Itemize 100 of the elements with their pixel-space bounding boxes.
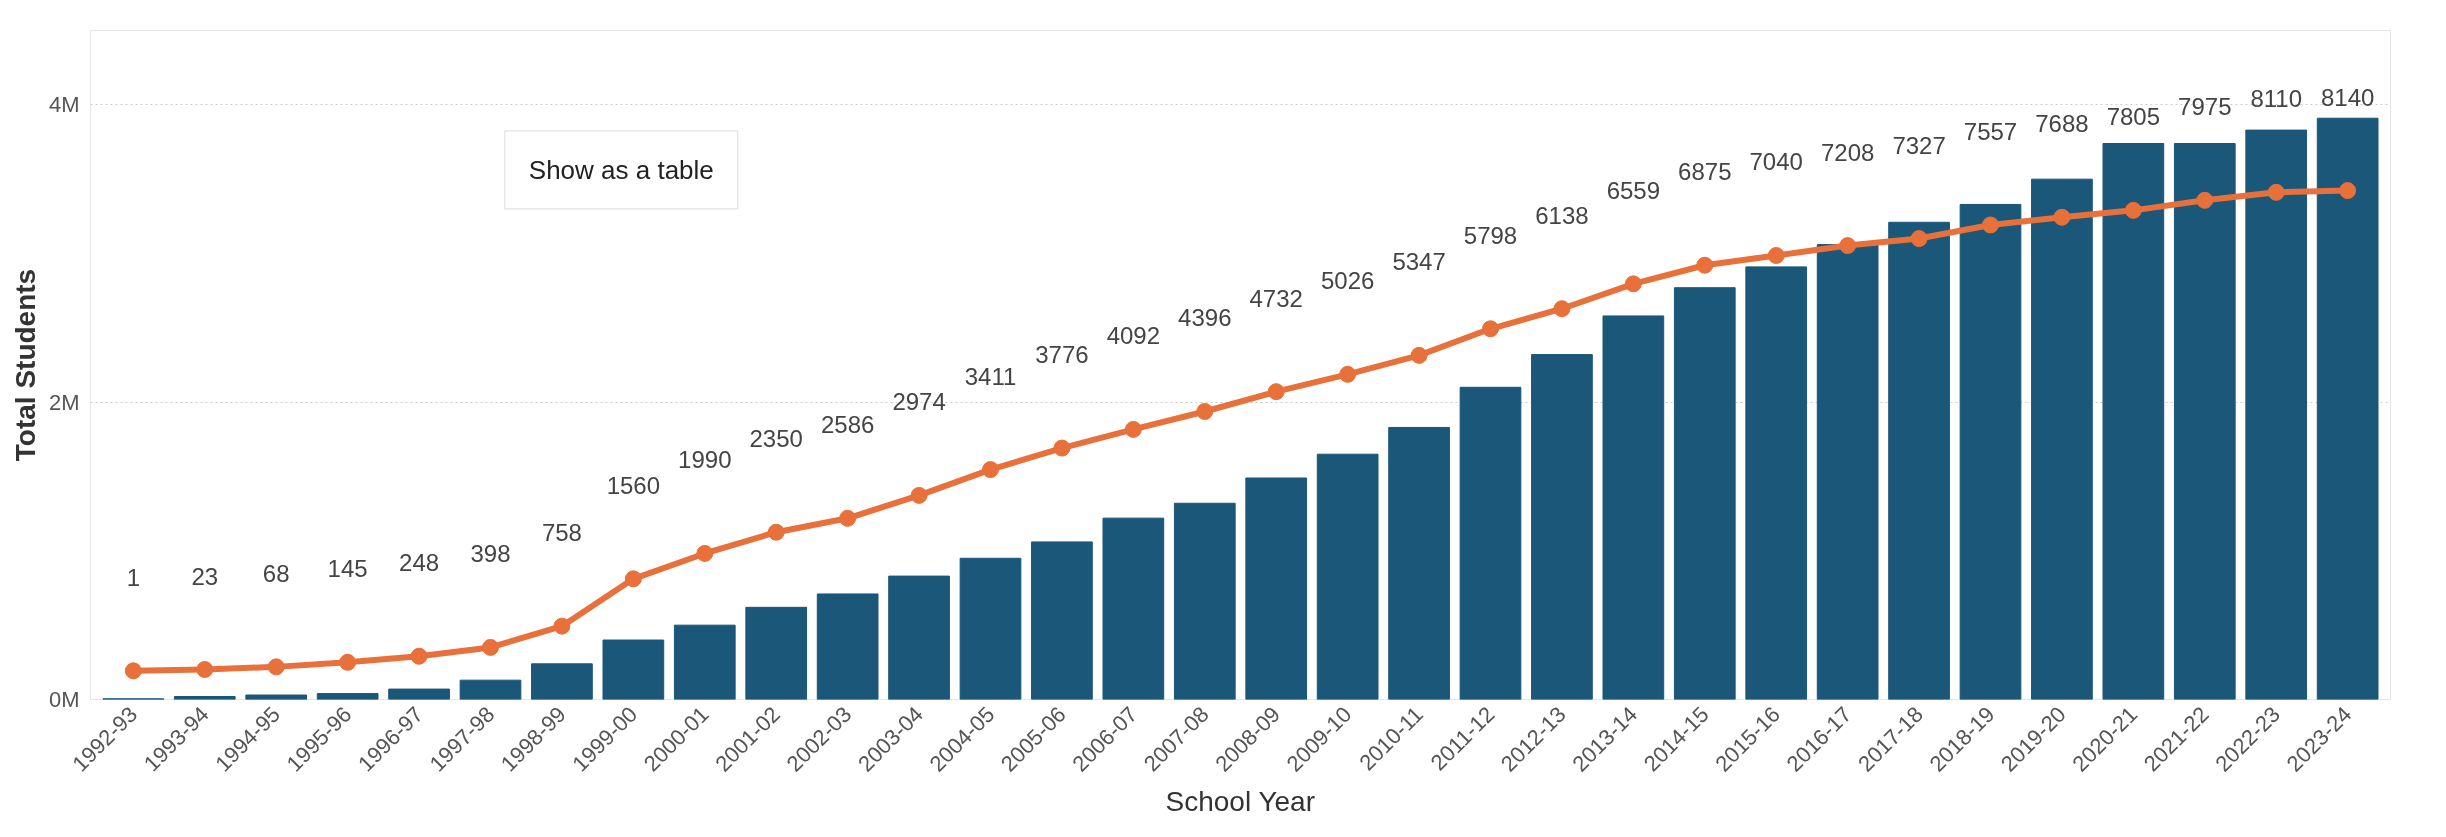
point: [1196, 403, 1214, 420]
bar: [1316, 453, 1379, 700]
bar: [1673, 287, 1736, 700]
bar: [2245, 129, 2308, 700]
data-label: 6875: [1678, 158, 1732, 186]
bar: [2102, 142, 2165, 700]
point: [2339, 182, 2357, 200]
bar: [531, 663, 593, 700]
bar: [2031, 178, 2093, 700]
point: [1839, 237, 1857, 255]
data-label: 7208: [1820, 138, 1875, 166]
bar: [1245, 477, 1308, 700]
point: [696, 544, 714, 562]
bar: [245, 694, 308, 700]
point: [2053, 208, 2071, 226]
data-label: 5026: [1320, 267, 1375, 295]
point: [339, 653, 357, 671]
bar: [673, 624, 736, 700]
bar: [1102, 517, 1165, 700]
data-label: 7327: [1892, 131, 1946, 159]
point: [553, 617, 571, 635]
bar: [1388, 426, 1450, 700]
y-axis-title: Total Students: [9, 268, 41, 462]
point: [196, 661, 214, 679]
point: [1767, 247, 1785, 264]
data-label: 68: [262, 559, 290, 587]
point: [1982, 216, 1999, 234]
point: [1339, 365, 1357, 383]
point: [1053, 439, 1071, 457]
bar: [1816, 244, 1879, 700]
point: [1696, 256, 1714, 274]
point: [1267, 383, 1285, 401]
y-tick-label: 2M: [48, 389, 80, 415]
x-axis-title: School Year: [1165, 786, 1315, 818]
bar: [745, 606, 808, 700]
data-label: 758: [541, 519, 582, 547]
data-label: 1560: [606, 471, 661, 499]
data-label: 4396: [1178, 304, 1232, 332]
data-label: 5347: [1392, 248, 1446, 276]
data-label: 4732: [1249, 284, 1303, 312]
data-label: 7805: [2106, 103, 2161, 131]
bar: [388, 688, 450, 700]
point: [839, 509, 857, 527]
data-label: 2974: [892, 388, 946, 416]
bar: [959, 557, 1022, 700]
point: [2267, 183, 2285, 201]
bar: [888, 575, 950, 700]
data-label: 6559: [1606, 176, 1661, 204]
data-label: 145: [327, 555, 368, 583]
data-label: 4092: [1106, 322, 1161, 350]
annotation: Show as a table: [528, 154, 714, 185]
data-label: 7557: [1963, 117, 2018, 145]
data-label: 248: [399, 549, 440, 577]
y-tick-label: 4M: [48, 92, 80, 118]
data-label: 1: [126, 563, 141, 591]
bar: [459, 679, 522, 700]
data-label: 8140: [2320, 83, 2375, 111]
bar: [1173, 502, 1236, 700]
bar: [1459, 386, 1522, 700]
y-tick-label: 0M: [48, 687, 80, 712]
bar: [602, 639, 665, 700]
data-label: 3776: [1035, 341, 1089, 369]
data-label: 1990: [678, 446, 732, 474]
data-label: 5798: [1463, 221, 1518, 249]
point: [267, 658, 285, 676]
bar: [2173, 142, 2236, 700]
data-label: 8110: [2250, 85, 2303, 113]
data-label: 7040: [1749, 148, 1803, 176]
point: [910, 486, 928, 504]
data-label: 398: [470, 540, 511, 568]
point: [124, 662, 142, 680]
bar: [1531, 354, 1593, 700]
bar: [316, 693, 379, 700]
point: [482, 638, 499, 656]
point: [2196, 191, 2214, 209]
point: [624, 570, 642, 588]
data-label: 2586: [820, 411, 875, 439]
point: [982, 461, 999, 479]
data-label: 3411: [964, 362, 1017, 390]
bar: [1745, 266, 1808, 700]
point: [1624, 275, 1642, 293]
point: [1910, 230, 1928, 248]
point: [1553, 300, 1571, 318]
point: [410, 647, 428, 665]
data-label: 23: [191, 562, 219, 590]
point: [1124, 420, 1142, 438]
data-label: 7975: [2178, 93, 2232, 121]
bar: [1602, 315, 1665, 700]
point: [2124, 201, 2142, 219]
data-label: 6138: [1535, 201, 1589, 229]
data-label: 2350: [749, 425, 803, 453]
bar: [1959, 203, 2022, 700]
point: [1410, 346, 1428, 364]
point: [767, 523, 785, 541]
data-label: 7688: [2035, 110, 2089, 138]
point: [1482, 320, 1499, 338]
bar: [1031, 541, 1093, 700]
bar: [1888, 221, 1950, 700]
bar: [816, 593, 879, 700]
bar: [2316, 117, 2379, 700]
